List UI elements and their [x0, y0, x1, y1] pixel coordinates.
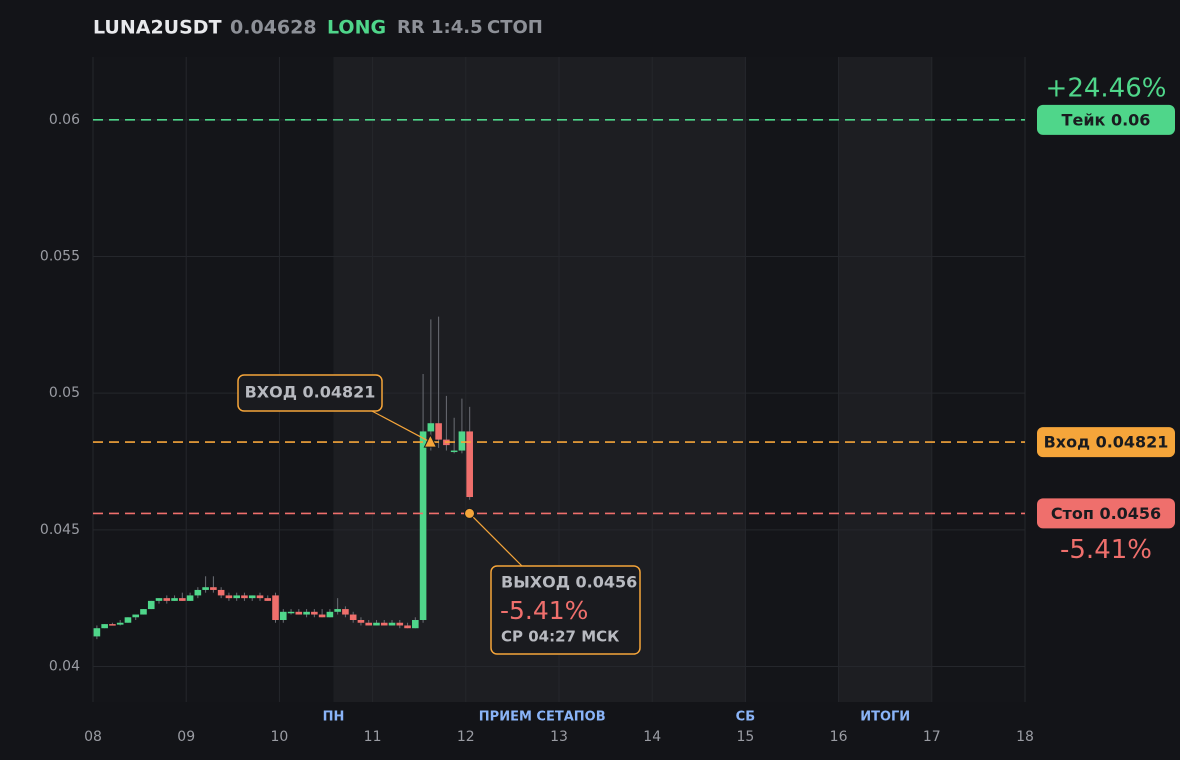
candle-body: [101, 624, 108, 629]
exit-connector: [469, 512, 523, 567]
candle-body: [342, 609, 349, 615]
candle-body: [365, 622, 373, 626]
candle-body: [217, 589, 225, 596]
x-tick-label: 12: [457, 729, 475, 745]
candle-body: [248, 595, 256, 599]
exit-change: -5.41%: [500, 596, 588, 625]
candle-body: [163, 598, 171, 601]
candle-body: [357, 620, 365, 623]
candle-body: [93, 628, 101, 637]
level-badge: [1037, 104, 1175, 135]
entry-connector: [369, 409, 431, 443]
candle-body: [326, 611, 334, 618]
x-tick-label: 08: [84, 729, 102, 745]
candle-body: [458, 431, 466, 451]
x-tick-label: 14: [643, 729, 661, 745]
level-label: Тейк 0.06: [1062, 110, 1151, 129]
candle-body: [155, 598, 163, 601]
x-tick-label: 17: [923, 729, 941, 745]
y-tick-label: 0.045: [40, 522, 80, 538]
symbol: LUNA2USDT: [93, 17, 222, 39]
candle-body: [116, 622, 124, 625]
overlays: Тейк 0.06 +24.46% Вход 0.04821 Стоп 0.0456 -…: [93, 73, 1175, 655]
candle-body: [396, 622, 404, 626]
candle-body: [109, 624, 116, 626]
side: LONG: [327, 17, 386, 39]
level-badge: [1037, 427, 1175, 458]
candle-body: [373, 622, 380, 626]
x-tick-label: 10: [270, 729, 288, 745]
candle-body: [202, 587, 209, 590]
level-label: Вход 0.04821: [1044, 433, 1169, 452]
session-label: ИТОГИ: [860, 710, 910, 725]
entry-label: ВХОД 0.04821: [245, 383, 376, 402]
level-change: -5.41%: [1060, 535, 1152, 565]
candle-body: [380, 622, 388, 626]
level-change: +24.46%: [1046, 73, 1167, 103]
candle-body: [264, 598, 272, 601]
x-tick-label: 11: [364, 729, 382, 745]
candle-body: [427, 423, 435, 432]
exit-time: СР 04:27 МСК: [501, 628, 620, 646]
candle-body: [279, 611, 287, 621]
candle-body: [147, 600, 155, 610]
candle-body: [256, 595, 264, 599]
candle-body: [334, 609, 341, 612]
candle-body: [287, 611, 295, 614]
session-label: ПРИЕМ СЕТАПОВ: [479, 710, 606, 725]
x-tick-label: 18: [1016, 729, 1034, 745]
session-label: СБ: [736, 710, 755, 725]
exit-label: ВЫХОД 0.0456: [501, 573, 637, 592]
candle-body: [450, 450, 458, 453]
level-badge: [1037, 498, 1175, 529]
x-tick-label: 16: [830, 729, 848, 745]
level-label: Стоп 0.0456: [1051, 504, 1161, 523]
candle-body: [124, 617, 132, 623]
session-shade: [838, 57, 932, 702]
candle-body: [194, 589, 202, 596]
price: 0.04628: [230, 17, 317, 39]
candle-body: [311, 611, 318, 615]
y-tick-label: 0.055: [40, 249, 80, 265]
candle-body: [186, 595, 194, 601]
entry-marker: [423, 433, 438, 448]
candle-body: [318, 614, 326, 618]
risk-reward: RR 1:4.5: [397, 17, 483, 38]
candle-body: [303, 611, 310, 615]
candle-body: [225, 595, 233, 599]
candle-body: [404, 625, 411, 629]
candle-body: [132, 614, 140, 618]
exit-box: [490, 565, 641, 655]
candle-body: [349, 614, 357, 621]
x-tick-label: 09: [177, 729, 195, 745]
candle-body: [272, 595, 279, 621]
candle-body: [466, 431, 473, 498]
candle-body: [171, 598, 178, 601]
candle-body: [435, 423, 442, 440]
candle-body: [140, 609, 147, 615]
candle-body: [295, 611, 303, 615]
candle-body: [210, 587, 217, 590]
x-tick-label: 13: [550, 729, 568, 745]
status: СТОП: [487, 17, 543, 38]
y-tick-label: 0.04: [49, 658, 80, 674]
candle-body: [179, 598, 186, 601]
candle-body: [241, 595, 248, 599]
entry-box: [237, 374, 383, 412]
y-tick-label: 0.05: [49, 385, 80, 401]
x-tick-label: 15: [736, 729, 754, 745]
y-tick-label: 0.06: [49, 112, 80, 128]
candle-body: [388, 622, 396, 626]
candle-body: [233, 595, 240, 599]
candle-body: [412, 620, 419, 629]
exit-marker: [464, 507, 476, 519]
session-label: ПН: [323, 710, 345, 725]
candle-body: [419, 431, 427, 621]
